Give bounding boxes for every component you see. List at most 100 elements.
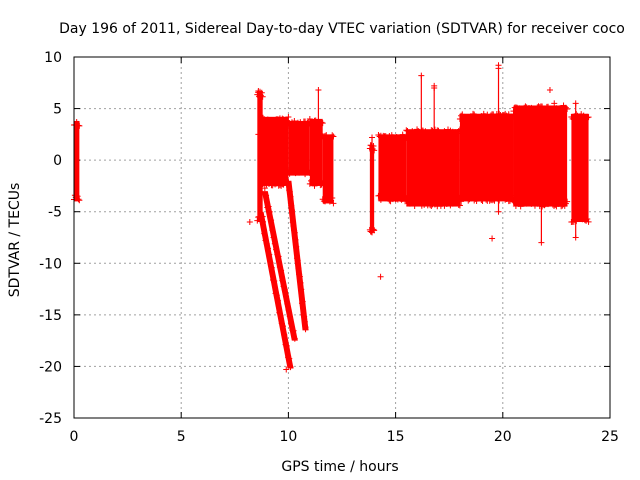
data-point: [538, 126, 545, 133]
data-point: [538, 239, 545, 246]
data-point: [298, 286, 305, 293]
data-point: [329, 194, 336, 201]
data-point: [427, 130, 434, 137]
x-tick-label: 15: [387, 429, 405, 445]
data-point: [290, 222, 297, 229]
data-point: [74, 193, 81, 200]
data-point: [551, 100, 558, 107]
data-point: [261, 185, 268, 192]
data-point: [272, 181, 279, 188]
data-point: [271, 240, 278, 247]
data-point: [431, 188, 438, 195]
data-point: [398, 136, 405, 143]
data-band: [74, 120, 80, 202]
data-point: [495, 65, 502, 72]
data-point: [290, 327, 297, 334]
data-point: [454, 130, 461, 137]
data-point: [572, 100, 579, 107]
data-point: [385, 194, 392, 201]
data-point: [274, 177, 281, 184]
data-point: [400, 192, 407, 199]
data-point: [299, 298, 306, 305]
plot-frame: [73, 56, 611, 419]
data-band: [406, 129, 460, 207]
data-point: [442, 129, 449, 136]
data-point: [263, 192, 270, 199]
plot-area: 0 5 10 15 20 25 10 5 0 -5 -10 -15 -20 -25: [39, 50, 619, 445]
data-point: [369, 134, 376, 141]
data-point: [470, 110, 477, 117]
data-point: [259, 93, 266, 100]
data-point: [286, 313, 293, 320]
data-point: [572, 216, 579, 223]
data-point: [508, 192, 515, 199]
data-point: [572, 234, 579, 241]
data-point: [257, 210, 264, 217]
data-point: [267, 177, 274, 184]
data-point: [542, 108, 549, 115]
data-point: [375, 192, 382, 199]
data-tail: [257, 211, 294, 369]
y-tick-label: -15: [39, 308, 62, 324]
data-point: [278, 320, 285, 327]
data-point: [468, 116, 475, 123]
data-point: [275, 297, 282, 304]
data-point: [318, 119, 325, 126]
data-point: [306, 115, 313, 122]
data-point: [260, 218, 267, 225]
data-point: [265, 203, 272, 210]
data-point: [289, 327, 296, 334]
data-point: [412, 131, 419, 138]
data-point: [271, 277, 278, 284]
data-band: [260, 116, 289, 186]
data-point: [262, 237, 269, 244]
data-point: [279, 277, 286, 284]
data-point: [548, 197, 555, 204]
data-band: [571, 113, 589, 223]
data-point: [492, 192, 499, 199]
data-point: [575, 114, 582, 121]
data-point: [329, 132, 336, 139]
data-point: [319, 120, 326, 127]
data-point: [293, 243, 300, 250]
data-point: [315, 87, 322, 94]
data-point: [261, 230, 268, 237]
data-point: [435, 198, 442, 205]
data-point: [291, 335, 298, 342]
data-point: [309, 176, 316, 183]
data-point: [246, 219, 253, 226]
data-point: [467, 114, 474, 121]
data-point: [273, 292, 280, 299]
data-band: [378, 134, 407, 202]
data-point: [418, 72, 425, 79]
data-band: [288, 120, 310, 176]
data-point: [270, 276, 277, 283]
data-point: [545, 103, 552, 110]
data-point: [418, 198, 425, 205]
data-point: [330, 200, 337, 207]
data-point: [259, 114, 266, 121]
data-point: [285, 179, 292, 186]
data-point: [285, 354, 292, 361]
data-point: [498, 115, 505, 122]
data-point: [269, 227, 276, 234]
data-band: [459, 113, 514, 202]
y-tick-label: -5: [48, 205, 62, 221]
x-tick-label: 5: [177, 429, 186, 445]
y-tick-label: -10: [39, 256, 62, 272]
data-point: [278, 267, 285, 274]
data-point: [288, 202, 295, 209]
data-point: [546, 87, 553, 94]
data-point: [263, 240, 270, 247]
x-axis-label: GPS time / hours: [281, 459, 398, 475]
data-point: [309, 120, 316, 127]
data-point: [295, 265, 302, 272]
data-point: [369, 229, 376, 236]
data-point: [528, 200, 535, 207]
data-point: [489, 235, 496, 242]
x-tick-label: 10: [279, 429, 297, 445]
data-point: [276, 264, 283, 271]
data-point: [276, 309, 283, 316]
data-point: [255, 88, 262, 95]
